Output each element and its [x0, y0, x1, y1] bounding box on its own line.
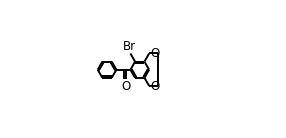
Text: Br: Br	[123, 40, 136, 53]
Text: O: O	[121, 80, 130, 93]
Text: O: O	[150, 80, 159, 93]
Text: O: O	[150, 47, 159, 60]
